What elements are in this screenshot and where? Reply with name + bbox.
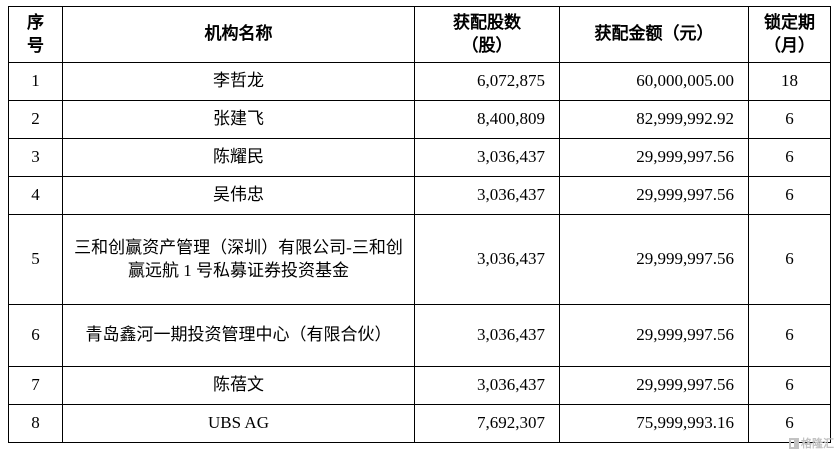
cell-no: 7 xyxy=(8,366,63,405)
table-body: 1 李哲龙 6,072,875 60,000,005.00 18 2 张建飞 8,400,80… xyxy=(8,62,831,443)
column-header-lock: 锁定期 （月） xyxy=(748,6,831,63)
watermark-text: 格隆汇 xyxy=(801,438,834,450)
cell-lock: 6 xyxy=(748,366,831,405)
gelonghui-icon xyxy=(789,437,799,449)
cell-amount: 29,999,997.56 xyxy=(559,366,749,405)
cell-name: 三和创赢资产管理（深圳）有限公司-三和创赢远航 1 号私募证券投资基金 xyxy=(62,214,415,305)
cell-no: 1 xyxy=(8,62,63,101)
table-row: 6 青岛鑫河一期投资管理中心（有限合伙） 3,036,437 29,999,997.5… xyxy=(8,304,831,367)
cell-name: 张建飞 xyxy=(62,100,415,139)
cell-no: 8 xyxy=(8,404,63,443)
table-row: 8 UBS AG 7,692,307 75,999,993.16 6 xyxy=(8,404,831,443)
cell-amount: 29,999,997.56 xyxy=(559,176,749,215)
cell-shares: 3,036,437 xyxy=(414,304,560,367)
cell-amount: 60,000,005.00 xyxy=(559,62,749,101)
cell-no: 2 xyxy=(8,100,63,139)
cell-name: 吴伟忠 xyxy=(62,176,415,215)
column-header-amount: 获配金额（元） xyxy=(559,6,749,63)
table-row: 2 张建飞 8,400,809 82,999,992.92 6 xyxy=(8,100,831,139)
watermark-logo: 格隆汇 xyxy=(789,435,834,451)
cell-lock: 6 xyxy=(748,176,831,215)
cell-lock: 18 xyxy=(748,62,831,101)
cell-amount: 82,999,992.92 xyxy=(559,100,749,139)
cell-shares: 3,036,437 xyxy=(414,214,560,305)
cell-name: 陈蓓文 xyxy=(62,366,415,405)
cell-no: 4 xyxy=(8,176,63,215)
cell-no: 5 xyxy=(8,214,63,305)
column-header-no: 序号 xyxy=(8,6,63,63)
cell-lock: 6 xyxy=(748,304,831,367)
cell-shares: 6,072,875 xyxy=(414,62,560,101)
cell-shares: 7,692,307 xyxy=(414,404,560,443)
column-header-shares: 获配股数 （股） xyxy=(414,6,560,63)
table-row: 3 陈耀民 3,036,437 29,999,997.56 6 xyxy=(8,138,831,177)
allocation-table: 序号机构名称 获配股数 （股） 获配金额（元） 锁定期 （月） 1 李哲龙 6,072,875… xyxy=(8,6,831,443)
table-row: 4 吴伟忠 3,036,437 29,999,997.56 6 xyxy=(8,176,831,215)
cell-name: UBS AG xyxy=(62,404,415,443)
cell-amount: 29,999,997.56 xyxy=(559,214,749,305)
cell-lock: 6 xyxy=(748,214,831,305)
cell-shares: 3,036,437 xyxy=(414,176,560,215)
cell-no: 6 xyxy=(8,304,63,367)
cell-name: 青岛鑫河一期投资管理中心（有限合伙） xyxy=(62,304,415,367)
table-row: 5 三和创赢资产管理（深圳）有限公司-三和创赢远航 1 号私募证券投资基金 3,03… xyxy=(8,214,831,305)
cell-shares: 3,036,437 xyxy=(414,138,560,177)
cell-lock: 6 xyxy=(748,404,831,443)
cell-amount: 29,999,997.56 xyxy=(559,138,749,177)
cell-lock: 6 xyxy=(748,100,831,139)
table-row: 7 陈蓓文 3,036,437 29,999,997.56 6 xyxy=(8,366,831,405)
table-row: 1 李哲龙 6,072,875 60,000,005.00 18 xyxy=(8,62,831,101)
cell-shares: 3,036,437 xyxy=(414,366,560,405)
cell-amount: 75,999,993.16 xyxy=(559,404,749,443)
header-row: 序号机构名称 获配股数 （股） 获配金额（元） 锁定期 （月） xyxy=(8,6,831,63)
column-header-name: 机构名称 xyxy=(62,6,415,63)
cell-lock: 6 xyxy=(748,138,831,177)
cell-name: 陈耀民 xyxy=(62,138,415,177)
cell-name: 李哲龙 xyxy=(62,62,415,101)
table-header: 序号机构名称 获配股数 （股） 获配金额（元） 锁定期 （月） xyxy=(8,6,831,63)
cell-no: 3 xyxy=(8,138,63,177)
cell-shares: 8,400,809 xyxy=(414,100,560,139)
cell-amount: 29,999,997.56 xyxy=(559,304,749,367)
